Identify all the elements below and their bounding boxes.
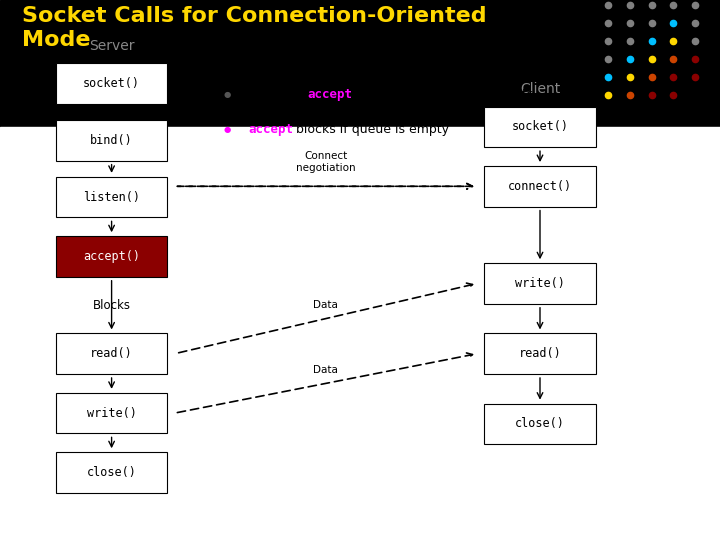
Text: read(): read() <box>90 347 133 360</box>
FancyBboxPatch shape <box>56 333 167 374</box>
Text: write(): write() <box>86 407 137 420</box>
FancyBboxPatch shape <box>484 404 596 444</box>
Text: write(): write() <box>515 277 565 290</box>
FancyBboxPatch shape <box>484 106 596 147</box>
Text: Data: Data <box>313 300 338 310</box>
Text: read(): read() <box>518 347 562 360</box>
Text: Server calls: Server calls <box>248 88 325 101</box>
Text: Connect
negotiation: Connect negotiation <box>296 151 356 173</box>
FancyBboxPatch shape <box>56 120 167 160</box>
FancyBboxPatch shape <box>484 333 596 374</box>
Text: socket(): socket() <box>83 77 140 90</box>
Text: accept: accept <box>248 123 294 136</box>
Text: connect(): connect() <box>508 180 572 193</box>
Text: blocks if queue is empty: blocks if queue is empty <box>292 123 449 136</box>
Text: Socket Calls for Connection-Oriented
Mode: Socket Calls for Connection-Oriented Mod… <box>22 6 486 50</box>
Text: bind(): bind() <box>90 134 133 147</box>
Text: accept(): accept() <box>83 250 140 263</box>
FancyBboxPatch shape <box>484 263 596 303</box>
Text: close(): close() <box>86 466 137 479</box>
Text: Data: Data <box>313 365 338 375</box>
Text: close(): close() <box>515 417 565 430</box>
FancyBboxPatch shape <box>56 177 167 217</box>
Text: Server: Server <box>89 39 135 53</box>
Text: ●: ● <box>223 90 230 99</box>
Text: listen(): listen() <box>83 191 140 204</box>
Text: to accept incoming requests: to accept incoming requests <box>351 88 533 101</box>
Bar <box>0 0 720 127</box>
Bar <box>0 127 720 540</box>
FancyBboxPatch shape <box>56 237 167 276</box>
FancyBboxPatch shape <box>484 166 596 206</box>
FancyBboxPatch shape <box>56 453 167 492</box>
Text: Client: Client <box>520 82 560 96</box>
FancyBboxPatch shape <box>56 64 167 104</box>
Text: accept: accept <box>307 88 353 101</box>
FancyBboxPatch shape <box>56 393 167 433</box>
Text: Blocks: Blocks <box>93 299 130 312</box>
Text: Server does Passive Open: Server does Passive Open <box>216 59 398 72</box>
Text: ●: ● <box>223 125 230 134</box>
Text: socket(): socket() <box>511 120 569 133</box>
